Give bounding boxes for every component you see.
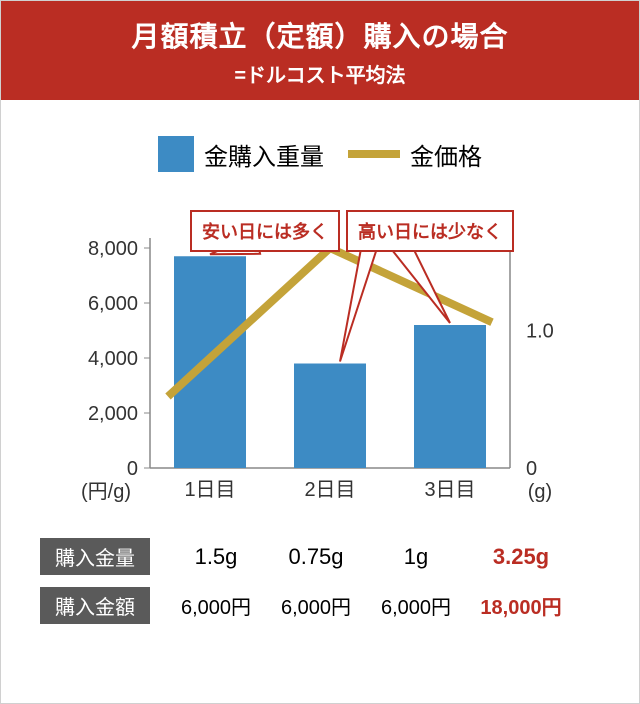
svg-text:4,000: 4,000: [88, 348, 138, 370]
chart-area: 02,0004,0006,0008,000(円/g)01.0(g)1日目2日目3…: [40, 188, 600, 518]
line-swatch-icon: [348, 150, 400, 158]
svg-text:1.0: 1.0: [526, 321, 554, 343]
callout-buy-more: 安い日には多く: [190, 210, 340, 252]
table-cell: 1g: [366, 544, 466, 570]
table-cell: 6,000円: [266, 591, 366, 620]
legend-line-item: 金価格: [348, 137, 482, 172]
table-cell: 1.5g: [166, 544, 266, 570]
svg-text:0: 0: [526, 458, 537, 480]
callout-buy-less: 高い日には少なく: [346, 210, 514, 252]
chart-container: 月額積立（定額）購入の場合 =ドルコスト平均法 金購入重量 金価格 0 2,000…: [0, 0, 640, 704]
header-title: 月額積立（定額）購入の場合: [1, 15, 639, 55]
svg-text:(g): (g): [528, 481, 552, 503]
table-total: 18,000円: [466, 591, 576, 620]
table-cell: 6,000円: [166, 591, 266, 620]
svg-text:6,000: 6,000: [88, 293, 138, 315]
svg-text:1日目: 1日目: [184, 479, 235, 501]
svg-text:(円/g): (円/g): [81, 481, 131, 503]
row-label: 購入金量: [40, 538, 150, 575]
legend: 金購入重量 金価格: [1, 136, 639, 172]
header-subtitle: =ドルコスト平均法: [1, 59, 639, 88]
data-table: 購入金量 1.5g 0.75g 1g 3.25g 購入金額 6,000円 6,0…: [40, 538, 600, 624]
table-row: 購入金額 6,000円 6,000円 6,000円 18,000円: [40, 587, 600, 624]
svg-text:0: 0: [127, 458, 138, 480]
svg-text:8,000: 8,000: [88, 238, 138, 260]
table-row: 購入金量 1.5g 0.75g 1g 3.25g: [40, 538, 600, 575]
legend-bar-item: 金購入重量: [158, 136, 324, 172]
svg-text:2,000: 2,000: [88, 403, 138, 425]
table-cell: 6,000円: [366, 591, 466, 620]
svg-text:3日目: 3日目: [424, 479, 475, 501]
legend-bar-label: 金購入重量: [204, 137, 324, 172]
svg-text:2日目: 2日目: [304, 479, 355, 501]
table-cell: 0.75g: [266, 544, 366, 570]
bar-swatch-icon: [158, 136, 194, 172]
row-label: 購入金額: [40, 587, 150, 624]
legend-line-label: 金価格: [410, 137, 482, 172]
table-total: 3.25g: [466, 544, 576, 570]
header: 月額積立（定額）購入の場合 =ドルコスト平均法: [1, 1, 639, 100]
